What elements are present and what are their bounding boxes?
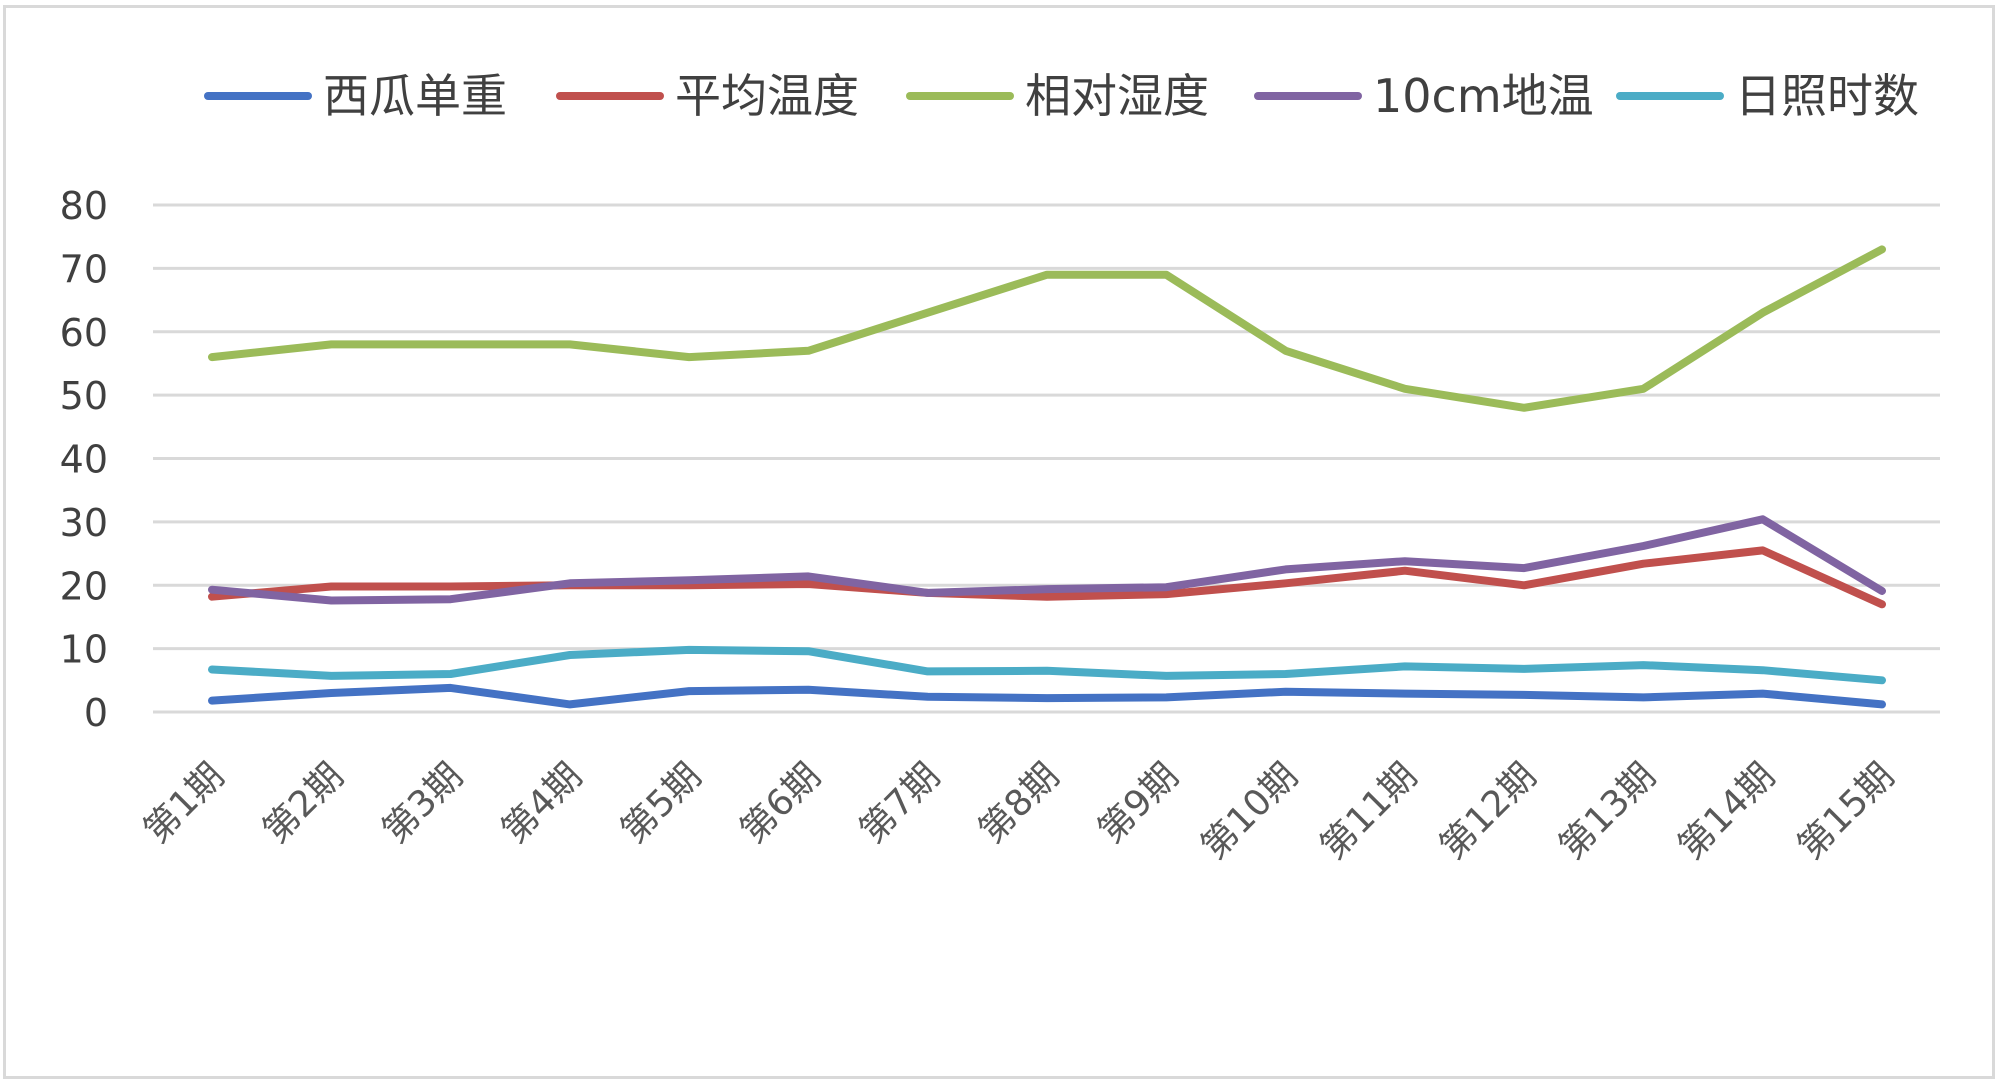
series-line-1 (208, 546, 1886, 609)
y-tick-label: 10 (60, 628, 108, 672)
grid (153, 203, 1940, 714)
x-tick-label: 第2期 (256, 755, 352, 851)
x-axis: 第1期 第2期 第3期 第4期 第5期 第6期 第7期 第8期 第9期 第10期 第11期 第12期第… (136, 755, 1902, 867)
legend-label: 相对湿度 (1025, 69, 1209, 123)
y-tick-label: 30 (60, 501, 108, 545)
x-tick-label: 第4期 (494, 755, 590, 851)
x-tick-label: 第1期 (136, 755, 232, 851)
y-tick-label: 40 (60, 438, 108, 482)
legend-label: 10cm地温 (1373, 69, 1594, 123)
x-tick-label: 第3期 (375, 755, 471, 851)
y-tick-label: 60 (60, 311, 108, 355)
x-tick-label: 第14期 (1671, 755, 1783, 867)
x-tick-label: 第9期 (1091, 755, 1187, 851)
series-line-3 (208, 515, 1886, 605)
x-tick-label: 第10期 (1194, 755, 1306, 867)
legend-label: 西瓜单重 (323, 69, 507, 123)
y-tick-label: 80 (60, 184, 108, 228)
y-tick-label: 0 (84, 691, 108, 735)
legend-label: 平均温度 (675, 69, 859, 123)
x-tick-label: 第5期 (613, 755, 709, 851)
x-tick-label: 第13期 (1551, 755, 1663, 867)
legend: 西瓜单重 平均温度 相对湿度 10cm地温 日照时数 (204, 69, 1919, 123)
y-tick-label: 50 (60, 374, 108, 418)
series-line-4 (208, 645, 1886, 685)
series-lines (208, 245, 1886, 709)
y-axis: 0 10 20 30 40 50 60 70 80 (60, 184, 108, 735)
x-tick-label: 第15期 (1790, 755, 1902, 867)
x-tick-label: 第7期 (852, 755, 948, 851)
series-line-2 (208, 245, 1886, 412)
y-tick-label: 70 (60, 247, 108, 291)
x-tick-label: 第11期 (1313, 755, 1425, 867)
x-tick-label: 第6期 (733, 755, 829, 851)
legend-label: 日照时数 (1735, 69, 1919, 123)
y-tick-label: 20 (60, 564, 108, 608)
x-tick-label: 第8期 (971, 755, 1067, 851)
series-line-0 (208, 683, 1886, 709)
x-tick-label: 第12期 (1432, 755, 1544, 867)
